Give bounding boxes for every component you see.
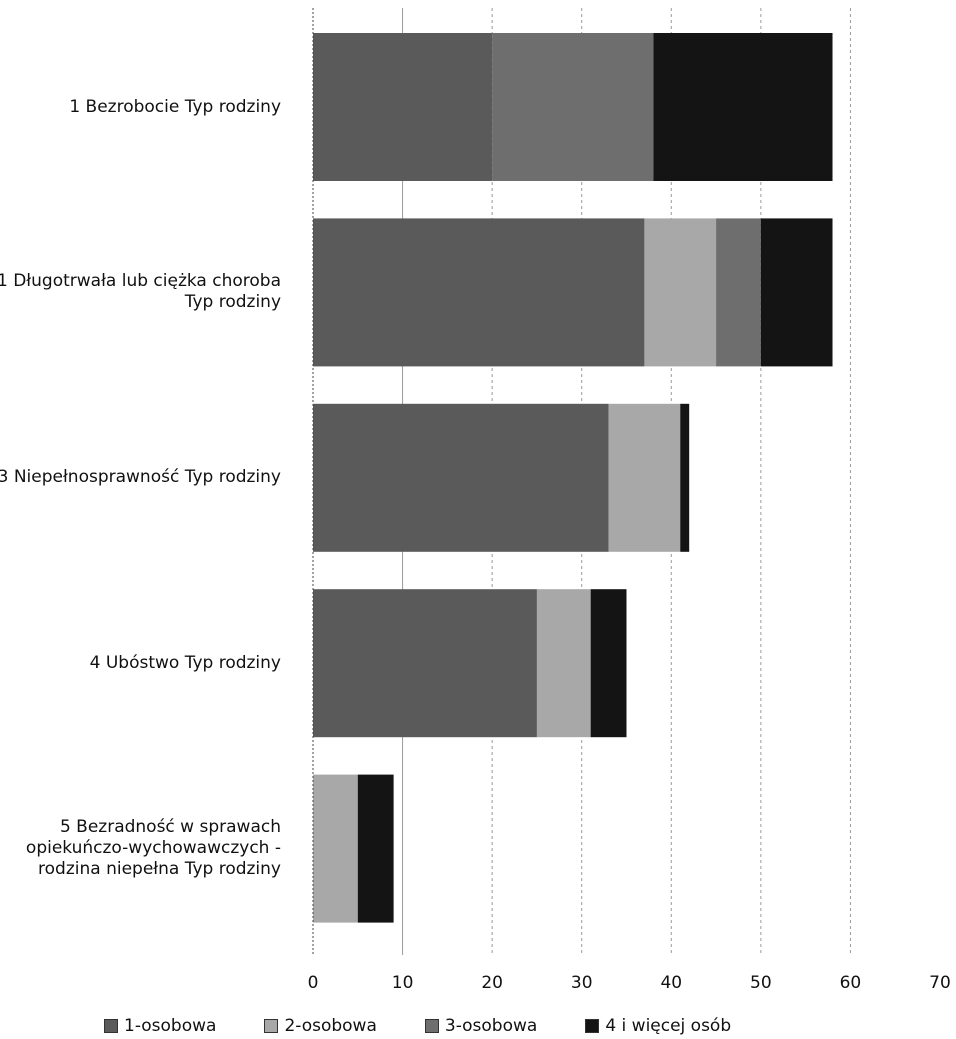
bar-segment [680, 403, 690, 552]
bar-segment [313, 218, 645, 367]
category-label: 5 Bezradność w sprawach opiekuńczo-wycho… [25, 817, 281, 880]
x-tick-label: 0 [308, 973, 319, 993]
bars [313, 33, 833, 923]
bar-segment [313, 774, 358, 923]
legend-item: 3-osobowa [424, 1016, 538, 1036]
bar-segment [760, 218, 833, 367]
bar-segment [536, 589, 591, 738]
x-tick-label: 70 [929, 973, 951, 993]
x-axis: 0 10 20 30 40 50 60 70 [308, 8, 951, 993]
bar-segment [590, 589, 627, 738]
legend-swatch [585, 1019, 600, 1033]
bar-segment [653, 33, 833, 181]
bar-segment [313, 403, 609, 552]
legend-label: 4 i więcej osób [605, 1016, 732, 1036]
bar-segment [313, 33, 493, 181]
x-tick-label: 30 [571, 973, 593, 993]
legend-label: 2-osobowa [284, 1016, 377, 1036]
legend-item: 2-osobowa [264, 1016, 377, 1036]
x-tick-label: 10 [392, 973, 414, 993]
bar-segment [716, 218, 761, 367]
legend-label: 3-osobowa [444, 1016, 538, 1036]
bar-segment [608, 403, 681, 552]
bar-segment [644, 218, 717, 367]
x-tick-label: 20 [481, 973, 503, 993]
bar-segment [357, 774, 394, 923]
legend-swatch [104, 1019, 118, 1033]
category-label: 1 Bezrobocie Typ rodziny [69, 96, 281, 117]
x-tick-label: 50 [750, 973, 772, 993]
legend-item: 1-osobowa [104, 1016, 216, 1036]
legend-label: 1-osobowa [124, 1016, 217, 1036]
legend-swatch [424, 1019, 439, 1033]
category-label: 3 Niepełnosprawność Typ rodziny [0, 467, 281, 488]
legend: 1-osobowa 2-osobowa 3-osobowa 4 i więcej os… [104, 1014, 779, 1038]
x-tick-label: 40 [660, 973, 682, 993]
bar-segment [492, 33, 654, 181]
category-label: 4 Ubóstwo Typ rodziny [89, 652, 281, 673]
legend-swatch [264, 1019, 279, 1033]
bar-chart: 0 10 20 30 40 50 60 70 [308, 8, 951, 993]
legend-item: 4 i więcej osób [585, 1016, 731, 1036]
x-tick-label: 60 [840, 973, 862, 993]
category-label: 1 Długotrwała lub ciężka choroba Typ rod… [0, 271, 281, 313]
bar-segment [313, 589, 537, 738]
